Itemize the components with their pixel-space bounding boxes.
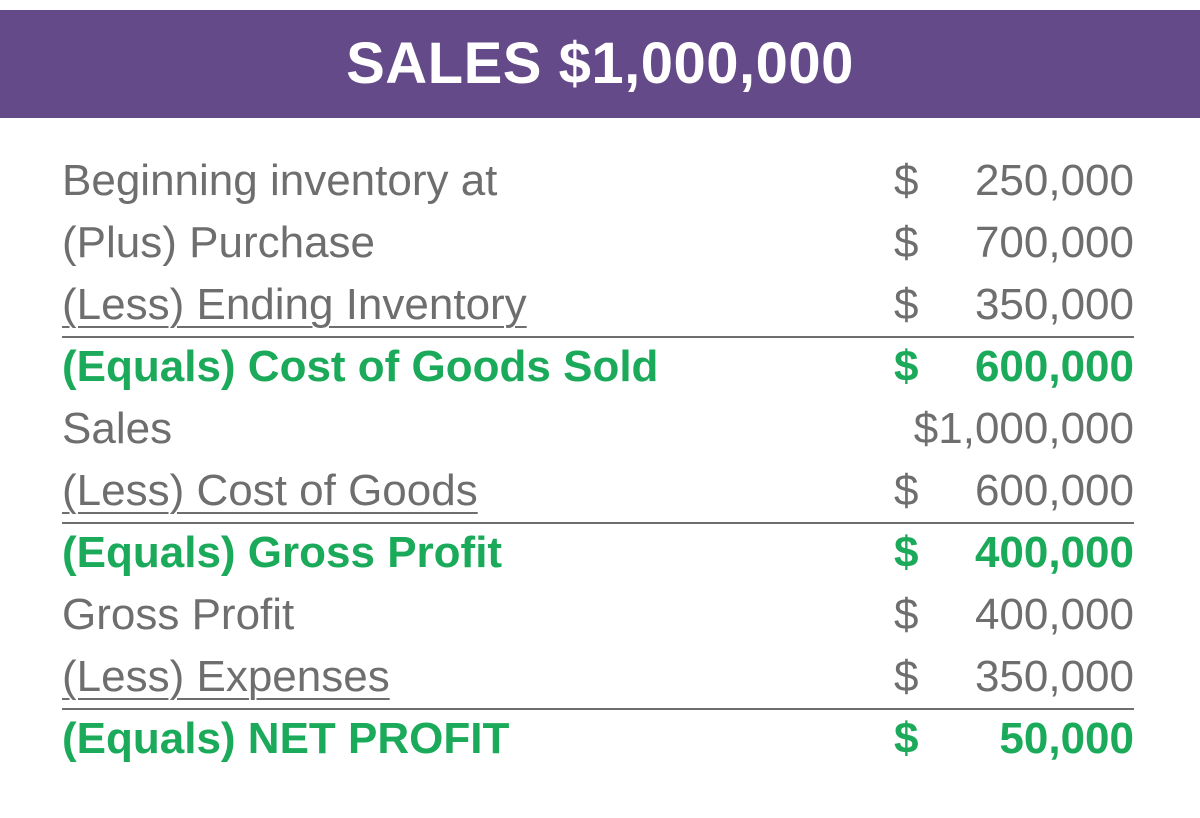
currency-sign: $ [894,714,919,763]
amount-value: 250,000 [974,156,1134,205]
row-label: (Less) Cost of Goods [62,466,478,515]
row-expenses: (Less) Expenses $ 350,000 [62,646,1134,710]
header-banner: SALES $1,000,000 [0,10,1200,118]
row-label: (Equals) NET PROFIT [62,714,510,763]
row-label: Sales [62,404,173,453]
currency-sign: $ [894,280,919,329]
amount-value: $1,000,000 [913,404,1134,453]
row-amount: $ 400,000 [894,522,1134,584]
currency-sign: $ [894,528,919,577]
row-label: Gross Profit [62,590,295,639]
row-amount: $ 600,000 [894,460,1134,522]
row-label: Beginning inventory at [62,156,498,205]
row-label: (Less) Ending Inventory [62,280,527,329]
amount-value: 700,000 [974,218,1134,267]
currency-sign: $ [894,156,919,205]
row-amount: $1,000,000 [894,398,1134,460]
currency-sign: $ [894,590,919,639]
row-amount: $ 600,000 [894,336,1134,398]
row-amount: $ 400,000 [894,584,1134,646]
row-beginning-inventory: Beginning inventory at $ 250,000 [62,150,1134,212]
amount-value: 350,000 [974,280,1134,329]
row-amount: $ 350,000 [894,646,1134,708]
row-gross-profit-total: (Equals) Gross Profit $ 400,000 [62,522,1134,584]
banner-title: SALES $1,000,000 [346,31,854,96]
row-label: (Plus) Purchase [62,218,376,267]
row-sales: Sales $1,000,000 [62,398,1134,460]
row-cost-of-goods-sold-total: (Equals) Cost of Goods Sold $ 600,000 [62,336,1134,398]
row-net-profit-total: (Equals) NET PROFIT $ 50,000 [62,708,1134,770]
amount-value: 600,000 [974,342,1134,391]
currency-sign: $ [894,342,919,391]
row-less-cost-of-goods: (Less) Cost of Goods $ 600,000 [62,460,1134,524]
row-gross-profit: Gross Profit $ 400,000 [62,584,1134,646]
row-label: (Equals) Gross Profit [62,528,503,577]
income-statement: Beginning inventory at $ 250,000 (Plus) … [62,150,1134,770]
currency-sign: $ [894,218,919,267]
row-amount: $ 700,000 [894,212,1134,274]
amount-value: 600,000 [974,466,1134,515]
row-amount: $ 50,000 [894,708,1134,770]
row-amount: $ 250,000 [894,150,1134,212]
amount-value: 400,000 [974,590,1134,639]
amount-value: 50,000 [999,714,1134,763]
row-label: (Less) Expenses [62,652,390,701]
row-ending-inventory: (Less) Ending Inventory $ 350,000 [62,274,1134,338]
row-amount: $ 350,000 [894,274,1134,336]
row-label: (Equals) Cost of Goods Sold [62,342,659,391]
currency-sign: $ [894,652,919,701]
amount-value: 400,000 [974,528,1134,577]
amount-value: 350,000 [974,652,1134,701]
row-purchase: (Plus) Purchase $ 700,000 [62,212,1134,274]
currency-sign: $ [894,466,919,515]
